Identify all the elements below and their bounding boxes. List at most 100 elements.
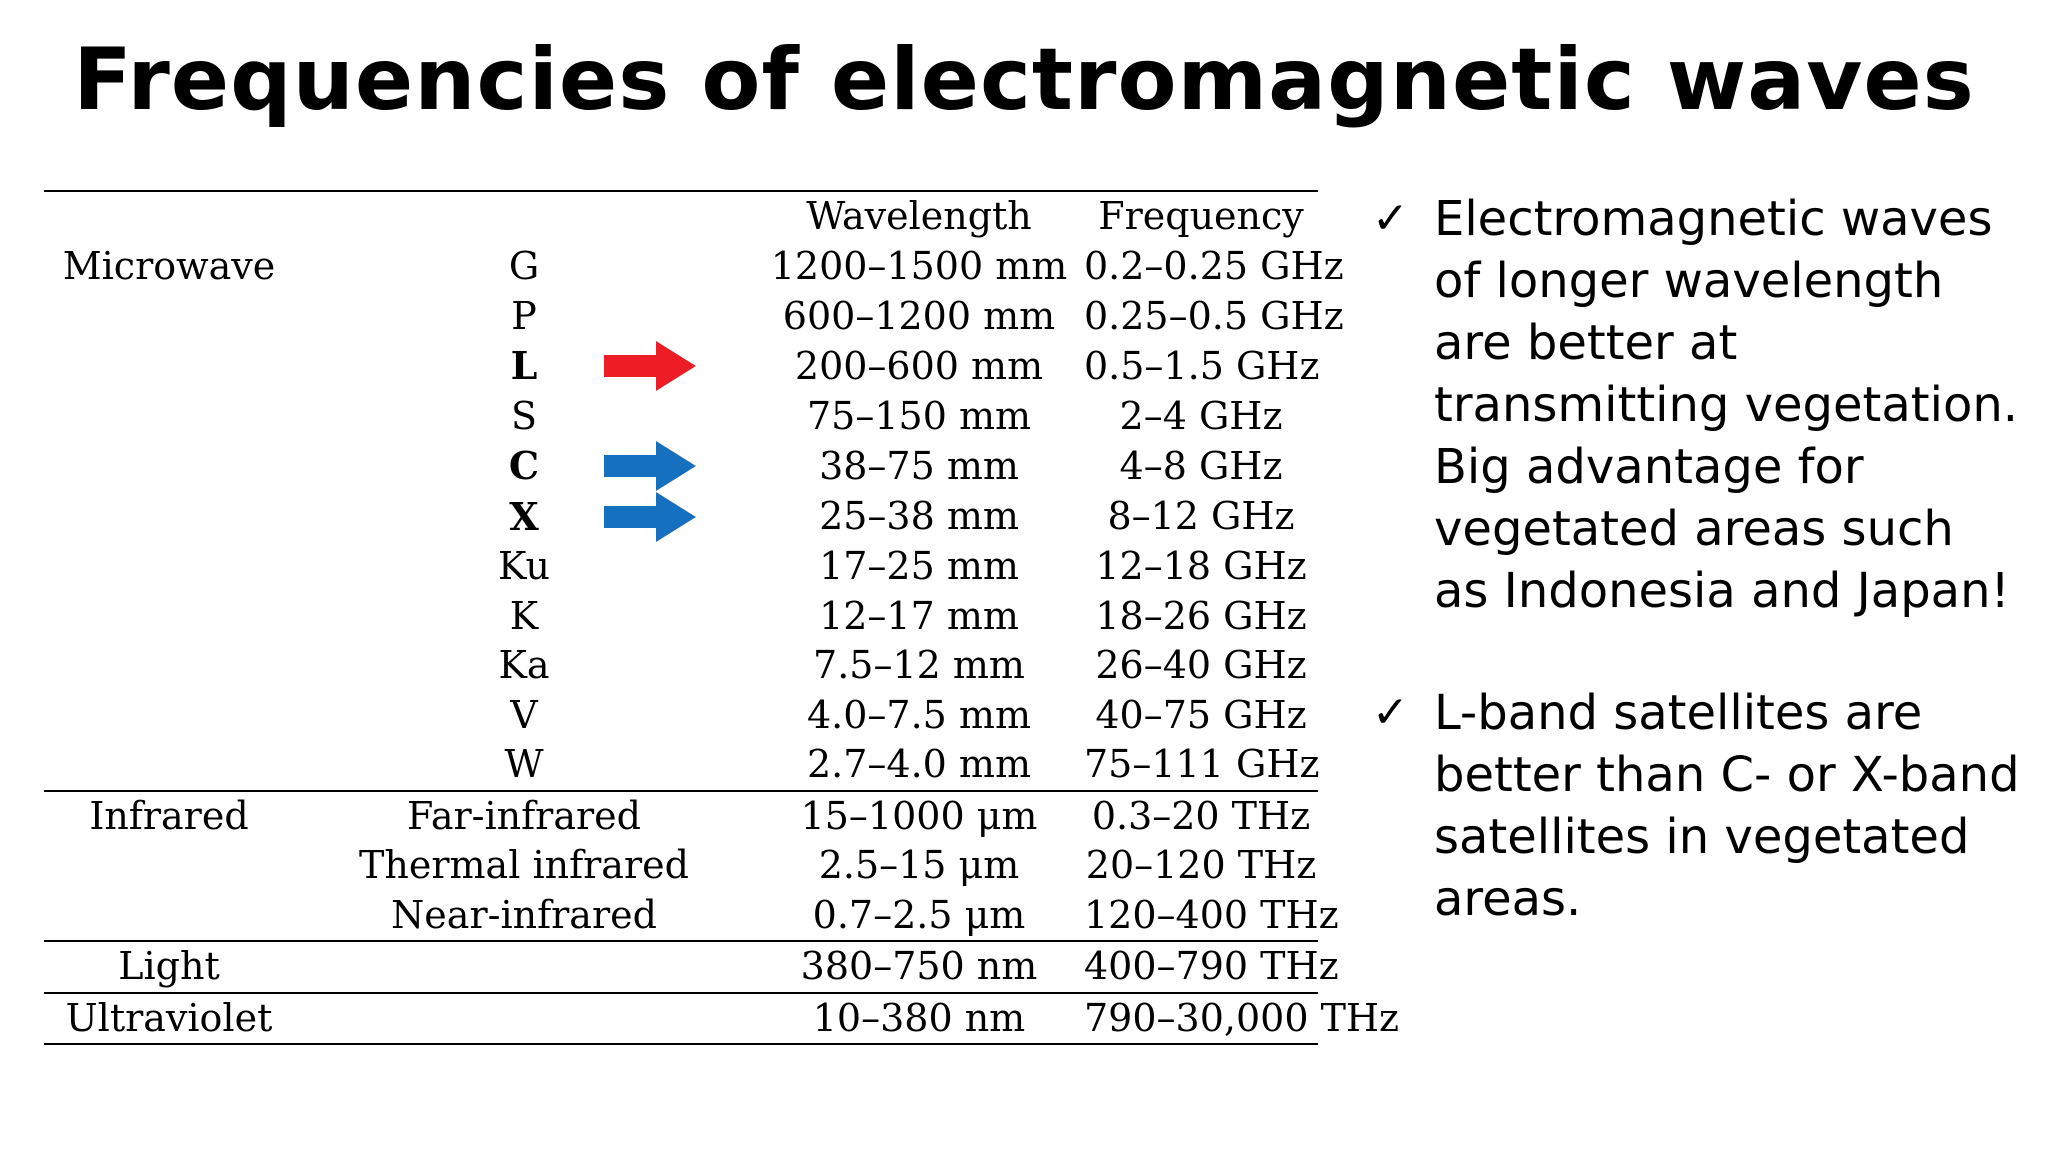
region-cell (44, 341, 294, 392)
frequency-cell: 12–18 GHz (1095, 544, 1307, 588)
region-cell (44, 641, 294, 691)
table-row: P 600–1200 mm 0.25–0.5 GHz (44, 292, 1344, 342)
wavelength-cell: 600–1200 mm (782, 293, 1056, 338)
band-label: C (508, 443, 540, 488)
frequency-table-container: Wavelength Frequency Microwave G 1200–1500… (44, 190, 1399, 1045)
band-cell (294, 940, 754, 993)
band-cell: K (294, 592, 754, 642)
band-label: Far-infrared (407, 793, 641, 838)
band-label: Ka (498, 643, 550, 687)
band-label: Near-infrared (391, 892, 657, 937)
wavelength-cell: 75–150 mm (806, 393, 1032, 438)
band-cell: G (294, 242, 754, 292)
region-cell (44, 542, 294, 592)
bullet-item-vegetation: ✓ Electromagnetic waves of longer wavele… (1372, 188, 2022, 622)
wavelength-cell: 25–38 mm (819, 494, 1019, 538)
table-row: S 75–150 mm 2–4 GHz (44, 392, 1318, 442)
band-label: W (504, 742, 544, 786)
frequency-cell: 0.5–1.5 GHz (1084, 343, 1320, 388)
band-cell: X (294, 491, 754, 543)
region-cell (44, 492, 294, 543)
bullet-list: ✓ Electromagnetic waves of longer wavele… (1372, 188, 2022, 990)
frequency-cell: 26–40 GHz (1095, 643, 1307, 687)
table-row: Thermal infrared 2.5–15 μm 20–120 THz (44, 841, 1318, 891)
wavelength-cell: 38–75 mm (819, 443, 1019, 488)
band-cell: V (294, 691, 754, 741)
frequency-cell: 18–26 GHz (1095, 593, 1307, 638)
table-row: Infrared Far-infrared 15–1000 μm 0.3–20 THz (44, 789, 1318, 841)
table-row: Ultraviolet 10–380 nm 790–30,000 THz (44, 991, 1399, 1045)
band-label: L (510, 343, 538, 388)
region-cell (44, 392, 294, 442)
wavelength-cell: 200–600 mm (794, 343, 1044, 388)
wavelength-cell: 7.5–12 mm (813, 643, 1025, 687)
region-cell (44, 740, 294, 791)
frequency-cell: 790–30,000 THz (1084, 991, 1399, 1045)
check-icon: ✓ (1372, 193, 1409, 244)
band-label: P (511, 293, 537, 338)
band-cell: Ka (294, 641, 754, 691)
table-body: Microwave G 1200–1500 mm 0.2–0.25 GHz P 600–1… (44, 242, 1399, 1045)
table-row: V 4.0–7.5 mm 40–75 GHz (44, 691, 1318, 741)
region-cell (44, 292, 294, 342)
band-cell (294, 991, 754, 1045)
band-cell: W (294, 740, 754, 791)
table-row: L 200–600 mm 0.5–1.5 GHz (44, 341, 1320, 392)
band-label: V (510, 692, 538, 737)
wavelength-cell: 10–380 nm (754, 991, 1084, 1045)
band-label: X (509, 493, 539, 539)
wavelength-cell: 380–750 nm (754, 940, 1084, 993)
page-title: Frequencies of electromagnetic waves (73, 30, 1975, 130)
table-row: C 38–75 mm 4–8 GHz (44, 441, 1318, 492)
frequency-cell: 120–400 THz (1084, 892, 1339, 937)
header-band (294, 190, 754, 242)
wavelength-cell: 2.7–4.0 mm (806, 742, 1031, 786)
header-frequency: Frequency (1084, 190, 1318, 242)
wavelength-cell: 17–25 mm (819, 544, 1019, 588)
table-row: X 25–38 mm 8–12 GHz (44, 491, 1318, 543)
frequency-cell: 20–120 THz (1085, 843, 1317, 887)
wavelength-cell: 2.5–15 μm (818, 843, 1020, 887)
frequency-cell: 2–4 GHz (1119, 393, 1283, 438)
region-cell: Ultraviolet (44, 991, 294, 1045)
frequency-cell: 0.25–0.5 GHz (1084, 293, 1344, 338)
region-cell: Microwave (62, 244, 276, 288)
region-cell (44, 841, 294, 891)
check-icon: ✓ (1372, 687, 1409, 738)
band-label: Ku (497, 544, 551, 588)
wavelength-cell: 12–17 mm (819, 593, 1019, 638)
frequency-cell: 75–111 GHz (1084, 742, 1320, 786)
band-cell: Ku (294, 542, 754, 592)
region-cell (44, 441, 294, 492)
frequency-cell: 40–75 GHz (1095, 692, 1307, 737)
bullet-item-l-band: ✓ L-band satellites are better than C- o… (1372, 682, 2022, 930)
band-cell: C (294, 441, 754, 492)
region-cell (44, 691, 294, 741)
frequency-cell: 8–12 GHz (1107, 494, 1295, 538)
region-cell (44, 891, 294, 942)
blue-arrow-icon (604, 441, 696, 492)
band-label: S (510, 393, 538, 438)
frequency-cell: 0.2–0.25 GHz (1084, 244, 1344, 288)
table-row: Near-infrared 0.7–2.5 μm 120–400 THz (44, 891, 1339, 942)
region-cell (44, 592, 294, 642)
region-cell: Infrared (44, 789, 294, 841)
table-row: Microwave G 1200–1500 mm 0.2–0.25 GHz (44, 242, 1344, 292)
wavelength-cell: 15–1000 μm (754, 789, 1084, 841)
table-row: K 12–17 mm 18–26 GHz (44, 592, 1318, 642)
blue-arrow-icon (604, 491, 696, 542)
band-cell: Far-infrared (294, 789, 754, 841)
bullet-text: L-band satellites are better than C- or … (1434, 685, 2020, 927)
band-cell: L (294, 341, 754, 392)
band-cell: Near-infrared (294, 891, 754, 942)
band-label: Thermal infrared (359, 843, 689, 887)
table-row: Ku 17–25 mm 12–18 GHz (44, 542, 1318, 592)
frequency-table: Wavelength Frequency Microwave G 1200–1500… (44, 190, 1399, 1045)
band-label: G (508, 244, 540, 288)
band-cell: S (294, 392, 754, 442)
table-row: Light 380–750 nm 400–790 THz (44, 940, 1339, 993)
bullet-text: Electromagnetic waves of longer waveleng… (1434, 191, 2018, 619)
frequency-cell: 0.3–20 THz (1084, 789, 1318, 841)
wavelength-cell: 4.0–7.5 mm (806, 692, 1031, 737)
band-label: K (509, 593, 539, 638)
